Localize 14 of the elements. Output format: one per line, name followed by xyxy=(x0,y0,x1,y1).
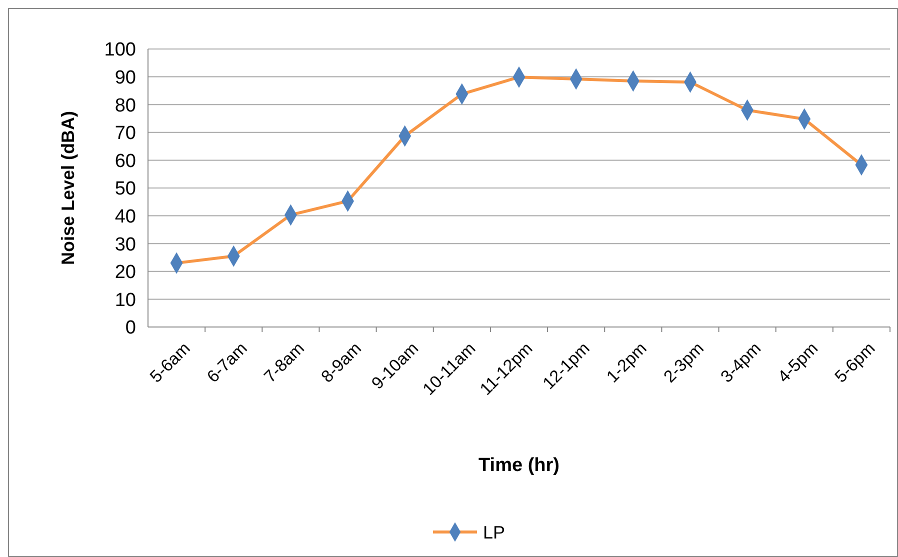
y-tick-label: 70 xyxy=(114,123,136,144)
y-tick-label: 60 xyxy=(114,150,136,172)
x-axis-title: Time (hr) xyxy=(478,455,560,476)
y-tick-label: 90 xyxy=(114,67,136,88)
y-tick-label: 50 xyxy=(114,178,136,200)
y-axis-title: Noise Level (dBA) xyxy=(58,110,78,266)
legend-label: LP xyxy=(483,522,506,542)
y-tick-label: 40 xyxy=(114,206,136,228)
y-tick-label: 20 xyxy=(114,262,136,284)
y-tick-label: 10 xyxy=(114,290,136,311)
y-tick-label: 80 xyxy=(114,95,136,116)
y-tick-label: 30 xyxy=(114,234,136,256)
y-tick-label: 0 xyxy=(125,318,136,339)
y-tick-label: 100 xyxy=(104,40,136,61)
